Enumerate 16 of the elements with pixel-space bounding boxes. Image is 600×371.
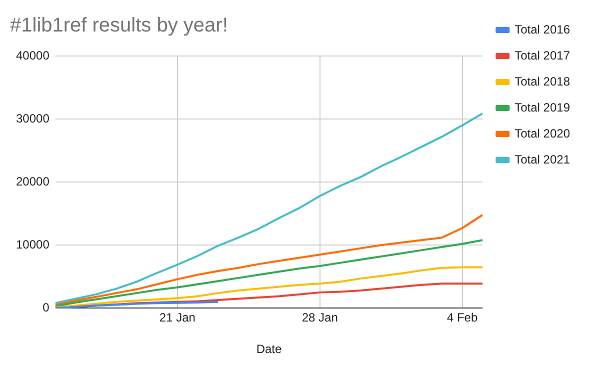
x-tick-label: 28 Jan — [302, 310, 338, 325]
legend-label: Total 2021 — [514, 152, 570, 166]
y-tick-label: 30000 — [16, 111, 50, 126]
legend-label: Total 2019 — [514, 100, 570, 114]
x-axis-title: Date — [256, 342, 282, 356]
legend-label: Total 2018 — [514, 74, 570, 88]
y-tick-label: 10000 — [16, 237, 50, 252]
y-tick-label: 40000 — [16, 48, 50, 62]
legend-label: Total 2020 — [514, 126, 570, 140]
legend-label: Total 2017 — [514, 48, 570, 62]
x-tick-label: 4 Feb — [446, 310, 478, 325]
x-tick-label: 21 Jan — [159, 310, 196, 325]
y-tick-label: 0 — [42, 300, 50, 315]
chart-title: #1lib1ref results by year! — [10, 14, 228, 37]
legend-label: Total 2016 — [514, 22, 570, 36]
y-tick-label: 20000 — [16, 174, 50, 188]
